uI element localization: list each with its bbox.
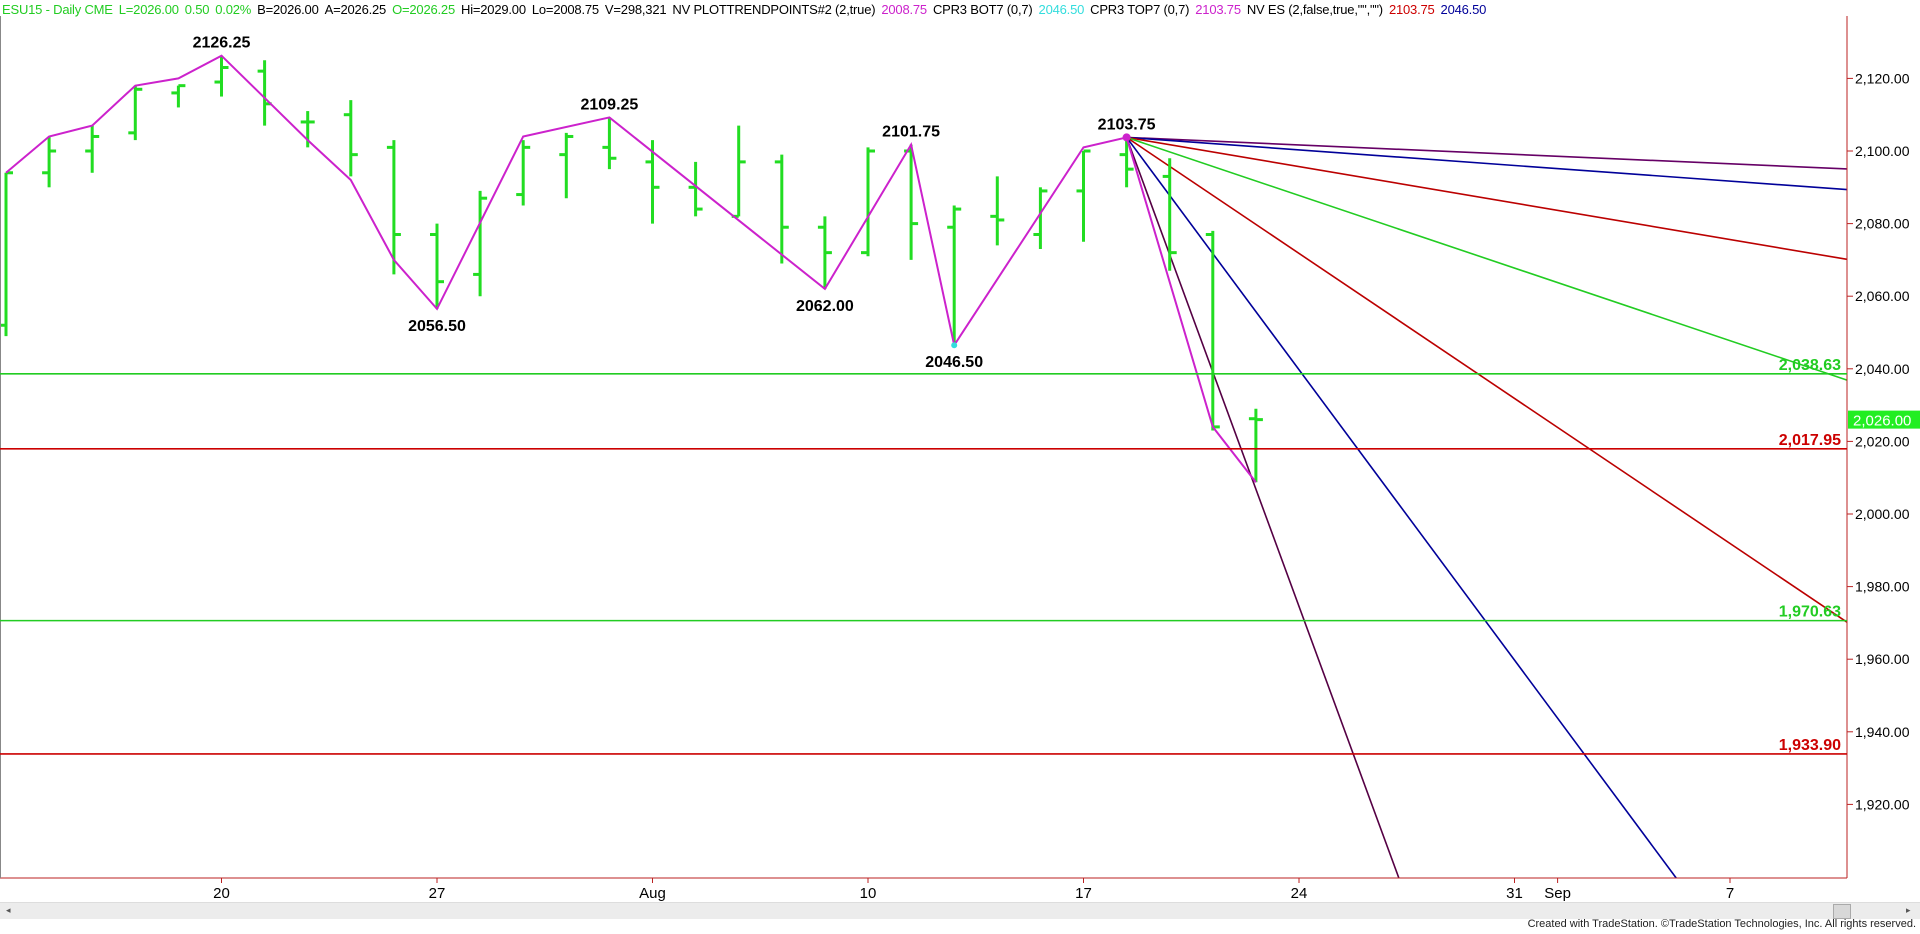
header-field: 2046.50 (1440, 2, 1487, 17)
symbol-info-bar: ESU15 - Daily CME L=2026.00 0.50 0.02% B=202… (2, 2, 1492, 17)
pivot-low-marker (951, 342, 958, 349)
y-tick-label: 2,060.00 (1855, 288, 1910, 304)
price-bar (688, 161, 703, 217)
price-bar (42, 136, 57, 188)
x-tick-label: 27 (429, 885, 446, 902)
y-tick-label: 1,960.00 (1855, 651, 1910, 667)
price-bar (817, 216, 832, 289)
price-bar (386, 140, 401, 275)
plot-area (0, 54, 1848, 879)
header-field: 2008.75 (881, 2, 927, 17)
price-chart[interactable]: 2,120.00 2,100.00 2,080.00 2,060.00 2,040.00… (0, 0, 1920, 902)
trend-fan-line (1126, 136, 1848, 261)
price-bar (947, 205, 962, 346)
header-field: ESU15 - Daily CME (2, 2, 113, 17)
price-bar (774, 154, 789, 264)
header-field: 2103.75 (1195, 2, 1241, 17)
level-label: 1,970.63 (1779, 604, 1841, 621)
header-field: CPR3 BOT7 (0,7) (932, 2, 1033, 17)
copyright-footer: Created with TradeStation. ©TradeStation… (1527, 918, 1916, 930)
level-label: 2,017.95 (1779, 432, 1841, 449)
trend-fan-line (1126, 136, 1848, 170)
price-bar (1033, 187, 1048, 250)
y-tick-label: 1,980.00 (1855, 579, 1910, 595)
price-bar (0, 171, 13, 337)
price-bar (214, 55, 229, 97)
price-bar (602, 117, 617, 170)
price-bar (300, 111, 315, 148)
price-bar (1076, 149, 1091, 242)
price-bar (128, 85, 143, 141)
zigzag-line (5, 54, 1257, 483)
x-tick-label: Sep (1544, 885, 1571, 902)
price-bar (731, 125, 746, 218)
trend-fan-line (1125, 137, 1400, 879)
price-bar (904, 144, 919, 260)
trend-fan-line (1126, 136, 1848, 623)
scroll-thumb[interactable] (1833, 904, 1851, 919)
header-field: B=2026.00 (257, 2, 319, 17)
price-bar (343, 100, 358, 177)
price-bar (1248, 408, 1263, 483)
pivot-high-marker (1122, 133, 1131, 142)
price-bar (1119, 137, 1134, 188)
price-bar (861, 147, 875, 257)
header-field: NV PLOTTRENDPOINTS#2 (2,true) (672, 2, 876, 17)
trend-fan-line (1126, 136, 1848, 191)
pivot-label: 2056.50 (408, 318, 466, 335)
x-tick-label: 10 (860, 885, 877, 902)
x-tick-label: 7 (1726, 885, 1734, 902)
header-field: Lo=2008.75 (531, 2, 599, 17)
y-tick-label: 1,940.00 (1855, 724, 1910, 740)
scroll-right-arrow-icon[interactable]: ▸ (1906, 905, 1911, 915)
pivot-label: 2103.75 (1098, 116, 1156, 133)
pivot-label: 2062.00 (796, 298, 854, 315)
header-field: 0.02% (215, 2, 252, 17)
price-bar (990, 176, 1005, 246)
x-tick-label: 17 (1075, 885, 1092, 902)
level-label: 2,038.63 (1779, 357, 1841, 374)
price-bar (516, 140, 531, 206)
x-tick-label: 24 (1291, 885, 1308, 902)
price-bar (430, 223, 444, 309)
price-bar (85, 125, 100, 173)
price-bar (645, 140, 660, 224)
y-tick-label: 2,120.00 (1855, 70, 1910, 86)
x-tick-label: 20 (213, 885, 230, 902)
y-tick-label: 2,000.00 (1855, 506, 1910, 522)
y-tick-label: 2,020.00 (1855, 433, 1910, 449)
y-tick-label: 2,040.00 (1855, 361, 1910, 377)
price-bar (1162, 158, 1177, 271)
trend-fan-line (1126, 136, 1848, 381)
last-price-label: 2,026.00 (1853, 413, 1911, 430)
y-tick-label: 2,100.00 (1855, 143, 1910, 159)
header-field: NV ES (2,false,true,"","") (1246, 2, 1383, 17)
header-field: 2046.50 (1038, 2, 1085, 17)
level-label: 1,933.90 (1779, 737, 1841, 754)
header-field: A=2026.25 (324, 2, 387, 17)
price-bar (559, 132, 574, 199)
scroll-left-arrow-icon[interactable]: ◂ (6, 905, 11, 915)
x-tick-label: Aug (639, 885, 666, 902)
header-field: 2103.75 (1388, 2, 1435, 17)
last-price-box (1848, 410, 1920, 429)
trend-fan-line (1125, 136, 1677, 879)
pivot-label: 2101.75 (882, 124, 940, 141)
header-field: Hi=2029.00 (461, 2, 526, 17)
y-tick-label: 1,920.00 (1855, 796, 1910, 812)
header-field: 0.50 (184, 2, 210, 17)
header-field: CPR3 TOP7 (0,7) (1090, 2, 1190, 17)
price-bar (171, 84, 186, 108)
header-field: V=298,321 (604, 2, 667, 17)
price-bar (473, 190, 488, 297)
header-field: O=2026.25 (392, 2, 455, 17)
pivot-label: 2126.25 (193, 35, 251, 52)
horizontal-scrollbar[interactable]: ◂ ▸ (0, 902, 1920, 919)
x-tick-label: 31 (1506, 885, 1523, 902)
pivot-label: 2046.50 (925, 354, 983, 371)
pivot-label: 2109.25 (580, 96, 638, 113)
header-field: L=2026.00 (118, 2, 179, 17)
y-tick-label: 2,080.00 (1855, 216, 1910, 232)
